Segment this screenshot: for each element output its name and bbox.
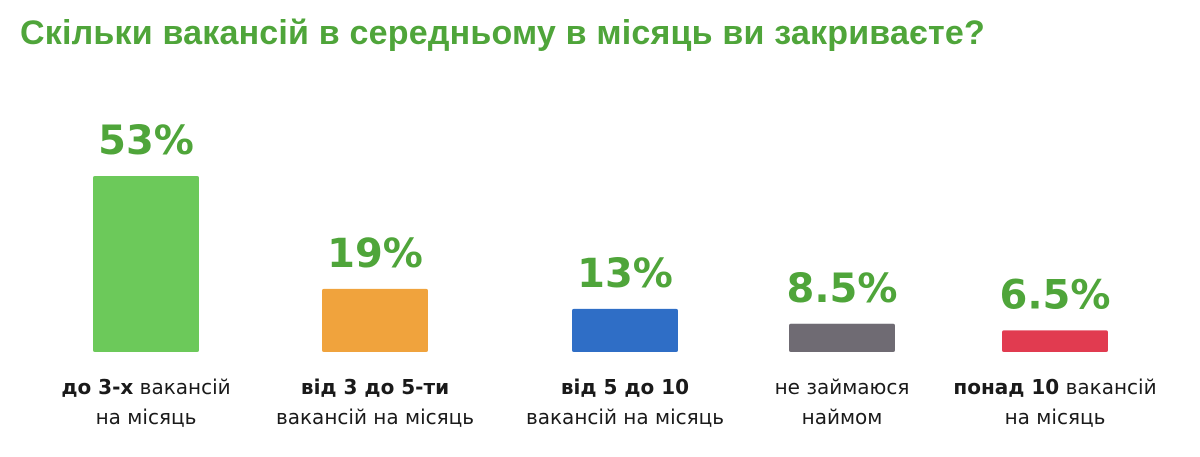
category-label-4-line2: наймом xyxy=(801,405,883,429)
category-label-3: від 5 до 10 вакансій на місяць xyxy=(505,372,745,432)
value-label-4: 8.5% xyxy=(787,266,898,312)
value-label-3: 13% xyxy=(577,251,673,297)
category-label-4: не займаюся наймом xyxy=(722,372,962,432)
bar-4 xyxy=(789,323,895,352)
category-label-1-rest: вакансій xyxy=(133,375,231,399)
value-label-2: 19% xyxy=(327,231,423,277)
category-label-5-rest: вакансій xyxy=(1059,375,1157,399)
value-label-1: 53% xyxy=(98,118,194,164)
category-label-5-bold: понад 10 xyxy=(953,375,1060,399)
category-label-1-bold: до 3-х xyxy=(61,375,134,399)
bar-1 xyxy=(93,176,199,352)
category-label-2-line2: вакансій на місяць xyxy=(275,405,475,429)
bar-5 xyxy=(1002,330,1108,352)
bar-2 xyxy=(322,288,428,352)
category-label-5: понад 10 вакансій на місяць xyxy=(935,372,1175,432)
category-label-2-bold: від 3 до 5-ти xyxy=(300,375,450,399)
value-label-5: 6.5% xyxy=(1000,272,1111,318)
category-label-3-bold: від 5 до 10 xyxy=(560,375,690,399)
category-label-3-line2: вакансій на місяць xyxy=(525,405,725,429)
bar-3 xyxy=(572,308,678,352)
category-label-5-line2: на місяць xyxy=(1004,405,1106,429)
category-label-2: від 3 до 5-ти вакансій на місяць xyxy=(255,372,495,432)
category-label-4-rest: не займаюся xyxy=(774,375,910,399)
category-label-1-line2: на місяць xyxy=(95,405,197,429)
chart-title: Скільки вакансій в середньому в місяць в… xyxy=(20,14,985,52)
category-label-1: до 3-х вакансій на місяць xyxy=(26,372,266,432)
